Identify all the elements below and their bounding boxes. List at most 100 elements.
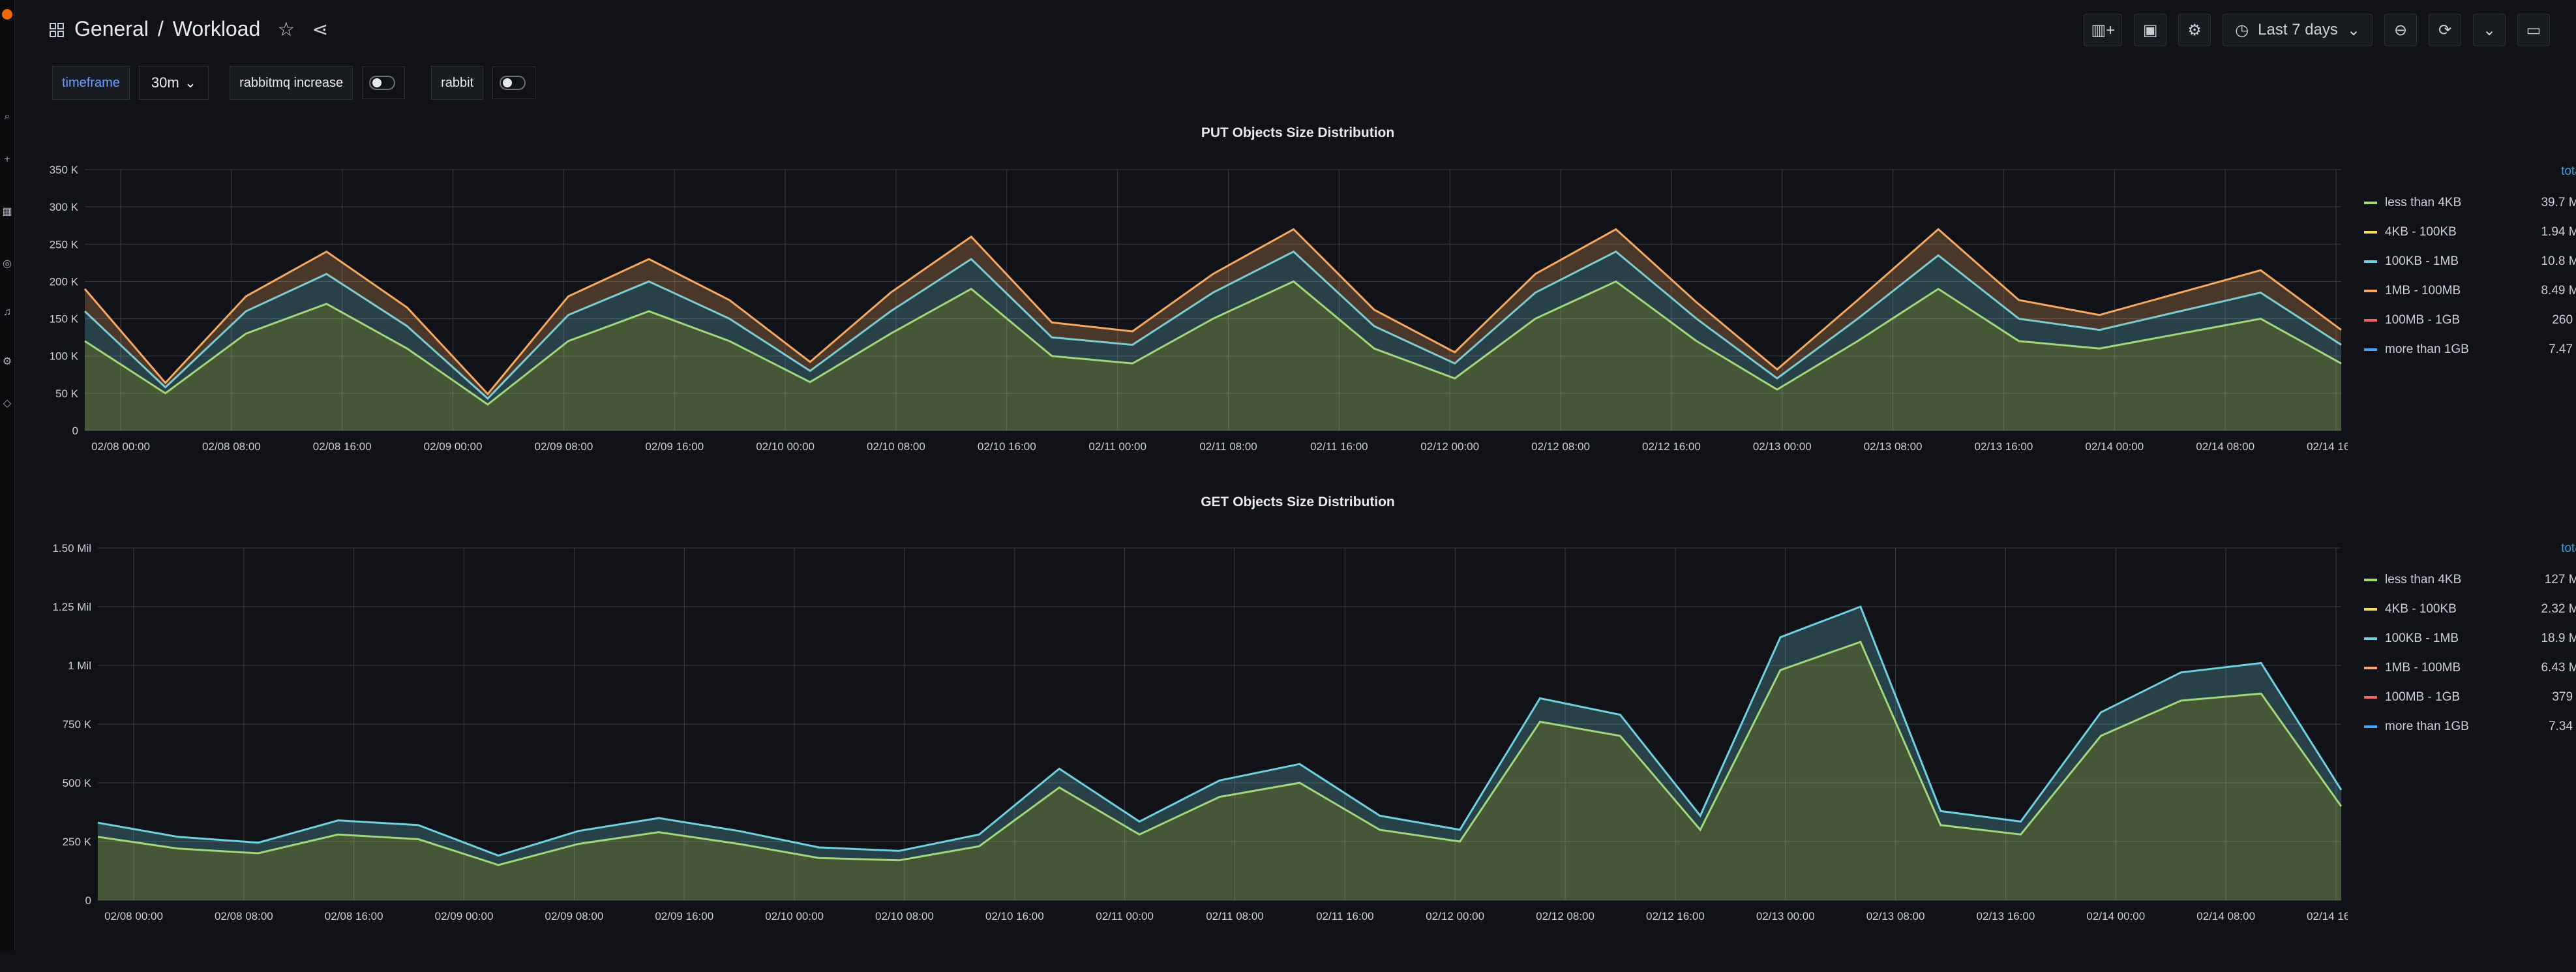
legend-item[interactable]: 100MB - 1GB 379 K	[2358, 682, 2576, 712]
search-icon[interactable]: ⌕	[4, 111, 10, 122]
settings-icon[interactable]: ⚙	[2, 356, 12, 367]
x-tick-label: 02/09 08:00	[534, 440, 593, 453]
put-objects-panel[interactable]: PUT Objects Size Distribution 350 K 300 K…	[39, 117, 2576, 489]
y-tick-label: 200 K	[50, 275, 79, 288]
series-area	[85, 229, 2341, 399]
breadcrumb-folder[interactable]: General	[74, 17, 149, 40]
variable-label-timeframe: timeframe	[52, 66, 130, 100]
x-tick-label: 02/14 16:00	[2307, 910, 2348, 922]
star-icon[interactable]: ☆	[277, 19, 295, 40]
series-line	[84, 280, 2342, 406]
refresh-interval-dropdown[interactable]: ⌄	[2473, 14, 2506, 46]
legend-item[interactable]: more than 1GB 7.47 K	[2358, 335, 2576, 364]
add-panel-button[interactable]: ▥+	[2084, 14, 2123, 46]
refresh-button[interactable]: ⟳	[2429, 14, 2461, 46]
x-tick-label: 02/14 00:00	[2086, 910, 2145, 922]
dashboards-icon[interactable]: ▦	[2, 206, 12, 217]
share-icon[interactable]: ⋖	[312, 19, 329, 40]
legend-item[interactable]: 100KB - 1MB 18.9 Mil	[2358, 624, 2576, 653]
panel-title: GET Objects Size Distribution	[1201, 494, 1395, 509]
grafana-logo-icon[interactable]	[2, 9, 12, 20]
zoom-out-button[interactable]: ⊖	[2384, 14, 2417, 46]
legend-name: 100MB - 1GB	[2385, 690, 2461, 704]
legend-item[interactable]: more than 1GB 7.34 K	[2358, 712, 2576, 741]
y-tick-label: 100 K	[50, 350, 79, 363]
series-line	[97, 605, 2343, 857]
get-legend: total less than 4KB 127 Mil 4KB - 100KB 2.…	[2358, 541, 2576, 741]
legend-item[interactable]: less than 4KB 127 Mil	[2358, 565, 2576, 594]
y-tick-label: 250 K	[63, 836, 92, 848]
explore-icon[interactable]: ◎	[3, 258, 12, 269]
y-tick-label: 150 K	[50, 313, 79, 326]
series-line	[97, 641, 2343, 866]
x-tick-label: 02/13 16:00	[1977, 910, 2035, 922]
legend-item[interactable]: 1MB - 100MB 6.43 Mil	[2358, 653, 2576, 682]
y-tick-label: 0	[85, 894, 91, 907]
rabbitmq-increase-toggle[interactable]	[362, 67, 406, 99]
x-tick-label: 02/08 08:00	[215, 910, 273, 922]
x-tick-label: 02/08 08:00	[202, 440, 261, 453]
legend-swatch	[2364, 289, 2377, 292]
variable-select-timeframe[interactable]: 30m ⌄	[138, 66, 209, 100]
x-tick-label: 02/08 00:00	[91, 440, 150, 453]
legend-item[interactable]: less than 4KB 39.7 Mil	[2358, 188, 2576, 217]
legend-swatch	[2364, 666, 2377, 669]
dashboard-title[interactable]: Workload	[172, 17, 261, 40]
alerting-icon[interactable]: ♫	[3, 307, 11, 318]
dashboard-settings-button[interactable]: ⚙	[2178, 14, 2211, 46]
time-picker-button[interactable]: ◷ Last 7 days ⌄	[2223, 14, 2373, 46]
tv-mode-button[interactable]: ▭	[2517, 14, 2550, 46]
x-tick-label: 02/10 08:00	[867, 440, 925, 453]
y-tick-label: 300 K	[50, 201, 79, 213]
legend-name: 100KB - 1MB	[2385, 631, 2459, 645]
x-tick-label: 02/14 08:00	[2196, 910, 2255, 922]
template-variables: timeframe 30m ⌄ rabbitmq increase rabbit	[52, 65, 552, 100]
legend-swatch	[2364, 260, 2377, 263]
x-tick-label: 02/11 16:00	[1310, 440, 1368, 453]
legend-name: less than 4KB	[2385, 195, 2462, 209]
toolbar-actions: ▥+ ▣ ⚙ ◷ Last 7 days ⌄ ⊖ ⟳ ⌄ ▭	[2084, 12, 2550, 48]
x-tick-label: 02/09 00:00	[424, 440, 483, 453]
legend-value: 10.8 Mil	[2541, 254, 2576, 268]
legend-item[interactable]: 100MB - 1GB 260 K	[2358, 305, 2576, 335]
legend-swatch	[2364, 578, 2377, 581]
x-tick-label: 02/14 00:00	[2085, 440, 2144, 453]
panel-title: PUT Objects Size Distribution	[1201, 125, 1395, 140]
x-tick-label: 02/10 16:00	[985, 910, 1044, 922]
legend-name: less than 4KB	[2385, 572, 2462, 586]
legend-value: 379 K	[2552, 690, 2576, 704]
legend-item[interactable]: 1MB - 100MB 8.49 Mil	[2358, 276, 2576, 305]
legend-item[interactable]: 4KB - 100KB 2.32 Mil	[2358, 594, 2576, 624]
legend-name: 4KB - 100KB	[2385, 601, 2457, 616]
x-tick-label: 02/08 16:00	[313, 440, 372, 453]
legend-swatch	[2364, 725, 2377, 728]
plus-icon[interactable]: +	[4, 154, 10, 165]
dashboard-grid-icon	[50, 23, 64, 37]
save-dashboard-button[interactable]: ▣	[2134, 14, 2167, 46]
x-tick-label: 02/12 00:00	[1426, 910, 1484, 922]
legend-item[interactable]: 100KB - 1MB 10.8 Mil	[2358, 247, 2576, 276]
get-objects-panel[interactable]: GET Objects Size Distribution 1.50 Mil 1.…	[39, 489, 2576, 946]
x-tick-label: 02/10 00:00	[765, 910, 824, 922]
legend-swatch	[2364, 695, 2377, 699]
legend-value: 127 Mil	[2544, 572, 2576, 586]
breadcrumb: General / Workload ☆ ⋖	[50, 17, 328, 41]
x-tick-label: 02/13 08:00	[1866, 910, 1925, 922]
legend-value: 18.9 Mil	[2541, 631, 2576, 645]
series-line	[83, 228, 2342, 396]
shield-icon[interactable]: ◇	[3, 398, 12, 409]
x-tick-label: 02/10 08:00	[875, 910, 934, 922]
x-tick-label: 02/14 16:00	[2307, 440, 2348, 453]
rabbit-toggle[interactable]	[492, 67, 536, 99]
legend-value: 7.47 K	[2549, 342, 2576, 356]
x-tick-label: 02/10 00:00	[756, 440, 815, 453]
legend-value: 39.7 Mil	[2541, 195, 2576, 209]
gear-icon: ⚙	[2187, 21, 2202, 39]
series-area	[98, 642, 2341, 900]
legend-swatch	[2364, 201, 2377, 204]
legend-item[interactable]: 4KB - 100KB 1.94 Mil	[2358, 217, 2576, 247]
get-objects-chart: 1.50 Mil 1.25 Mil 1 Mil 750 K 500 K 250 K 0 02/…	[52, 542, 2348, 922]
legend-name: 100KB - 1MB	[2385, 254, 2459, 268]
add-panel-icon: ▥+	[2091, 21, 2116, 39]
y-tick-label: 250 K	[50, 238, 79, 251]
